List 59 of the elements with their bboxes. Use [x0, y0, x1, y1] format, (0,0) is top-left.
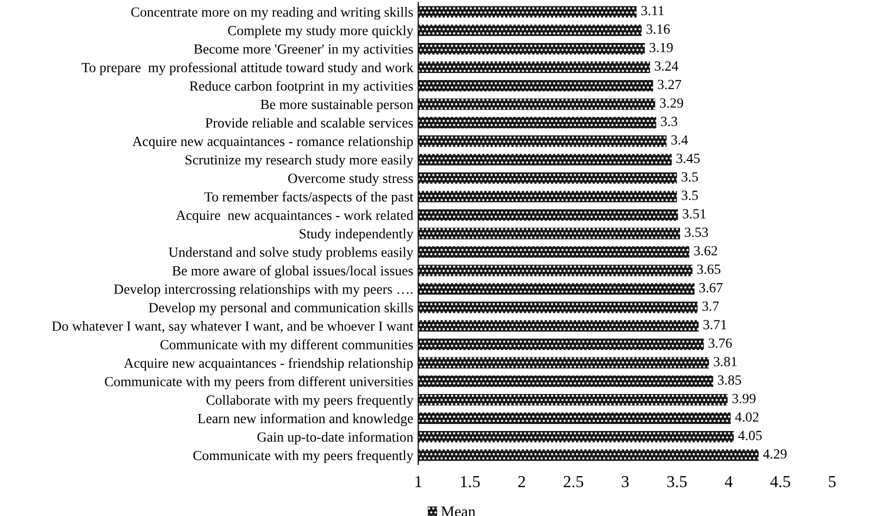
- data-label: 3.51: [682, 209, 706, 219]
- y-tick-label: Overcome study stress: [288, 173, 413, 186]
- y-tick-label: Concentrate more on my reading and writing skills: [131, 7, 413, 20]
- data-label: 3.27: [658, 80, 682, 90]
- data-label: 3.3: [661, 116, 678, 126]
- y-tick-label: Be more aware of global issues/local issues: [172, 266, 413, 278]
- data-label: 3.4: [671, 135, 688, 145]
- data-label: 3.99: [732, 394, 756, 404]
- y-tick-label: Do whatever I want, say whatever I want, and be whoever I want: [52, 321, 414, 334]
- data-label: 3.67: [699, 283, 723, 292]
- y-tick-label: Provide reliable and scalable services: [206, 118, 413, 128]
- x-tick-label: 3.5: [667, 476, 687, 488]
- y-tick-label: Collaborate with my peers frequently: [206, 394, 414, 408]
- data-label: 3.85: [718, 375, 742, 385]
- data-label: 4.02: [735, 412, 758, 422]
- y-tick-label: Acquire new acquaintances - romance relationship: [132, 136, 413, 149]
- y-tick-label: Develop intercrossing relationships with my peers ….: [114, 284, 412, 297]
- data-label: 4.29: [763, 449, 787, 459]
- y-tick-label: Complete my study more quickly: [228, 25, 414, 38]
- data-label: 3.29: [660, 98, 684, 108]
- x-tick-label: 2.5: [564, 476, 584, 488]
- y-tick-label: Develop my personal and communication skills: [148, 302, 413, 316]
- y-tick-label: Acquire new acquaintances - work related: [176, 210, 414, 223]
- y-tick-label: Learn new information and knowledge: [198, 413, 413, 426]
- y-tick-label: Scrutinize my research study more easily: [186, 154, 414, 168]
- data-label: 3.81: [714, 356, 737, 366]
- y-tick-label: Acquire new acquaintances - friendship relationship: [124, 358, 413, 371]
- y-tick-label: Gain up-to-date information: [257, 432, 414, 445]
- y-tick-label: Communicate with my different communities: [160, 339, 413, 352]
- x-tick-label: 4: [724, 476, 733, 488]
- x-tick-label: 3: [622, 476, 629, 488]
- data-label: 3.62: [694, 246, 718, 256]
- data-label: 3.24: [654, 61, 678, 71]
- x-tick-label: 1.5: [461, 476, 480, 488]
- data-label: 3.5: [682, 172, 698, 182]
- data-label: 3.65: [697, 264, 720, 274]
- data-label: 3.19: [650, 42, 673, 52]
- x-tick-label: 2: [518, 476, 525, 488]
- y-tick-label: Be more sustainable person: [260, 99, 414, 112]
- data-label: 3.53: [684, 228, 708, 238]
- data-label: 3.71: [703, 320, 726, 330]
- x-tick-label: 4.5: [770, 476, 790, 488]
- x-tick-label: 5: [828, 476, 836, 488]
- y-tick-label: To remember facts/aspects of the past: [204, 192, 414, 204]
- y-tick-label: Understand and solve study problems easily: [168, 247, 414, 260]
- data-label: 3.16: [646, 24, 670, 34]
- data-label: 3.11: [641, 6, 664, 16]
- y-tick-label: Study independently: [300, 228, 414, 242]
- x-tick-label: 1: [416, 476, 422, 488]
- y-tick-label: Communicate with my peers frequently: [193, 450, 414, 464]
- data-label: 4.05: [738, 430, 762, 440]
- data-label: 3.7: [702, 302, 719, 311]
- y-tick-label: To prepare my professional attitude toward study and work: [82, 62, 414, 76]
- y-tick-label: Become more 'Greener' in my activities: [194, 44, 413, 57]
- y-tick-label: Reduce carbon footprint in my activities: [190, 80, 413, 94]
- data-label: 3.76: [708, 338, 732, 348]
- y-tick-label: Communicate with my peers from different universities: [104, 376, 413, 390]
- data-label: 3.5: [682, 190, 698, 200]
- data-label: 3.45: [676, 154, 700, 164]
